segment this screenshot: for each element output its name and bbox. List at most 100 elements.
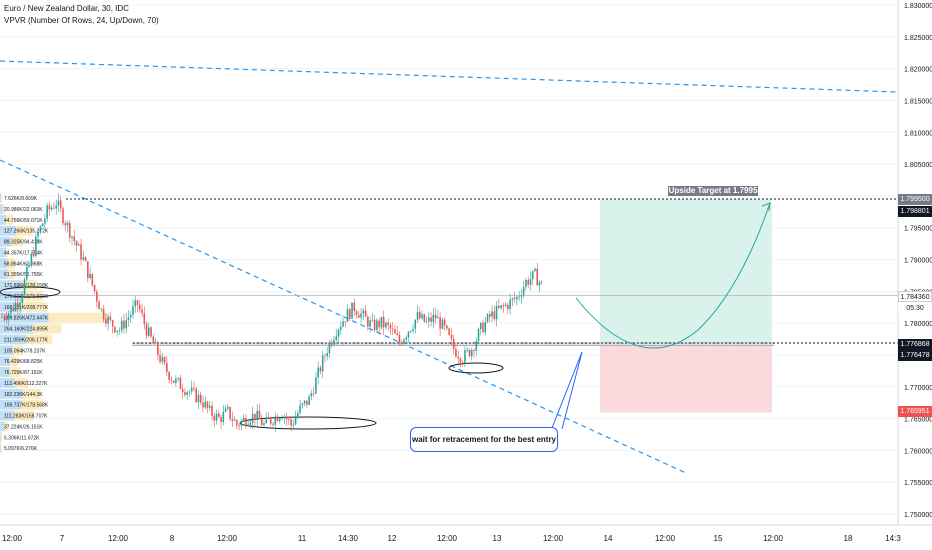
candle-up [412,328,414,331]
swing-low-ellipse [239,416,377,430]
price-tick-label: 1.810000 [904,130,932,137]
candle-down [391,328,394,330]
candle-up [125,319,127,329]
candle-up [500,305,502,308]
candle-up [477,329,480,342]
candle-down [96,291,98,302]
vpvr-row-label: 61.355K/56.755K [4,272,43,278]
vpvr-down-bar [21,301,48,312]
vpvr-row-label: 105.094K/78.237K [4,348,46,354]
candle-down [387,322,389,326]
price-axis: 1.830000 1.825000 1.820000 1.815000 1.810000… [897,0,932,525]
candle-down [536,268,539,286]
candle-up [19,302,21,308]
candle-down [159,354,161,362]
candle-down [211,405,213,417]
position-zones [600,199,772,413]
candle-down [423,314,426,322]
candle-down [398,335,401,343]
candle-up [35,236,37,256]
price-tick-label: 1.755000 [904,480,932,487]
candle-up [342,321,344,327]
time-tick-label: 13 [493,534,502,543]
candle-up [50,207,53,210]
vpvr-down-bar [9,356,19,367]
candle-down [193,387,195,389]
candle-up [188,391,191,393]
time-tick-label: 12:00 [217,534,238,543]
candle-up [441,319,444,329]
candle-up [89,273,91,279]
vpvr-down-bar [7,258,16,269]
candle-up [360,313,362,318]
candle-down [367,316,369,327]
candle-up [265,417,268,424]
candle-up [416,311,419,320]
time-tick-label: 14 [604,534,613,543]
candle-up [529,279,532,285]
vpvr-up-bar [0,432,1,443]
vpvr-row-label: 76.429K/68.825K [4,359,43,365]
candle-up [129,314,132,318]
candle-up [371,319,374,321]
price-tag-support-upper: 1.776868 [898,339,932,350]
price-tick-label: 1.760000 [904,448,932,455]
candle-down [507,304,509,310]
candle-up [283,416,286,418]
vpvr-up-bar [0,312,49,323]
vpvr-up-bar [0,225,16,236]
candle-up [7,313,10,320]
vpvr-row-label: 5.306K/11.672K [4,435,40,441]
candle-down [455,348,457,357]
price-tick-label: 1.750000 [904,512,932,519]
time-tick-label: 7 [60,534,65,543]
candle-down [12,308,15,311]
candle-down [168,372,170,380]
candle-down [260,419,263,426]
candle-up [428,317,430,322]
candle-down [254,413,256,421]
candle-up [511,298,514,300]
vpvr-row-label: 44.357K/17.794K [4,250,43,256]
candle-down [202,402,204,408]
candle-down [206,401,209,408]
vpvr-row-label: 58.864K/62.368K [4,261,43,267]
vpvr-down-bar [13,410,34,421]
candle-down [141,309,143,314]
callout-note[interactable]: wait for retracement for the best entry [410,427,558,452]
candle-down [48,205,51,210]
candle-up [333,339,335,345]
candle-up [44,218,46,224]
candle-up [82,257,85,260]
candle-down [138,304,141,310]
candle-down [91,273,94,286]
candle-down [32,254,35,256]
time-tick-label: 14:30 [338,534,359,543]
candle-down [236,420,238,426]
candle-up [55,205,57,209]
candle-up [479,322,482,330]
candle-up [534,268,536,271]
candle-down [143,313,146,324]
indicator-title[interactable]: VPVR (Number Of Rows, 24, Up/Down, 70) [4,16,159,25]
price-tick-label: 1.825000 [904,35,932,42]
vpvr-up-bar [0,377,15,388]
price-tick-label: 1.780000 [904,321,932,328]
candle-down [123,320,125,329]
symbol-title[interactable]: Euro / New Zealand Dollar, 30, IDC [4,4,129,13]
candle-up [321,355,324,372]
candle-down [258,410,261,420]
candle-up [470,350,473,357]
candle-up [30,254,33,266]
vpvr-poc-ellipse [0,286,61,298]
candle-up [407,331,410,338]
candle-up [242,417,245,421]
vpvr-row-label: 264.160K/224.895K [4,327,49,333]
candle-down [157,342,159,355]
candle-up [23,279,26,295]
vpvr-down-bar [48,312,108,323]
candle-down [443,319,446,326]
candle-up [190,387,193,392]
vpvr-row-label: 182.236K/144.3K [4,392,43,398]
